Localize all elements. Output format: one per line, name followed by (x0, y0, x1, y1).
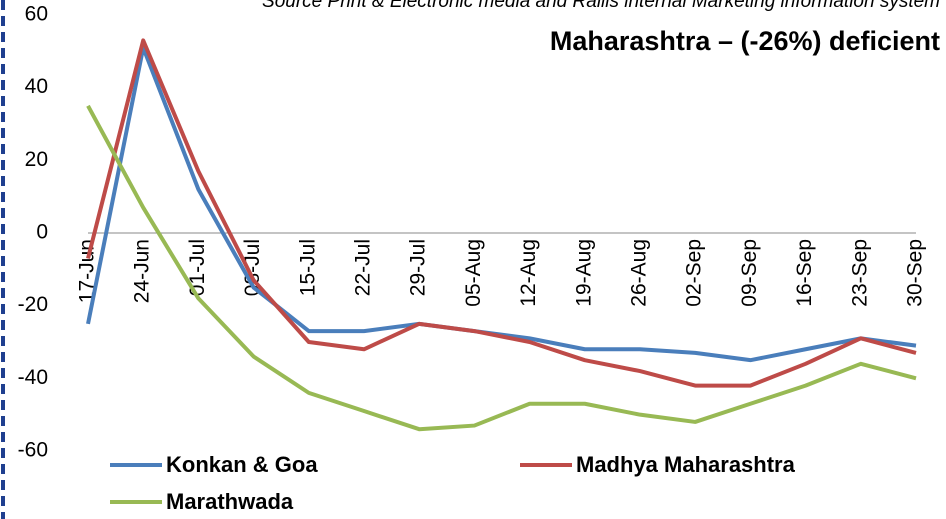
chart-title: Maharashtra – (-26%) deficient (550, 26, 940, 56)
x-tick-label: 26-Aug (628, 239, 651, 307)
series-line (86, 38, 917, 388)
x-tick-label: 09-Sep (738, 239, 761, 307)
legend-label: Marathwada (166, 489, 294, 514)
legend-label: Madhya Maharashtra (576, 452, 796, 477)
y-tick-label: -40 (18, 366, 48, 389)
x-tick-label: 16-Sep (793, 239, 816, 307)
y-tick-label: -20 (18, 293, 48, 316)
y-tick-label: 40 (25, 75, 48, 98)
y-tick-label: 0 (36, 221, 48, 244)
source: Source Print & Electronic media and Rall… (262, 0, 940, 12)
x-tick-label: 08-Jul (241, 239, 264, 296)
x-tick-label: 29-Jul (407, 239, 430, 296)
y-tick-label: 60 (25, 3, 48, 26)
x-tick-label: 22-Jul (352, 239, 375, 296)
x-tick-label: 30-Sep (904, 239, 927, 307)
y-tick-label: 20 (25, 148, 48, 171)
x-tick-label: 02-Sep (683, 239, 706, 307)
x-tick-label: 17-Jun (76, 239, 99, 303)
series-line (86, 104, 917, 432)
legend-label: Konkan & Goa (166, 452, 318, 477)
y-tick-label: -60 (18, 439, 48, 462)
x-tick-label: 01-Jul (186, 239, 209, 296)
x-tick-label: 12-Aug (517, 239, 540, 307)
x-tick-label: 05-Aug (462, 239, 485, 307)
x-tick-label: 23-Sep (848, 239, 871, 307)
x-tick-label: 19-Aug (572, 239, 595, 307)
x-tick-label: 24-Jun (131, 239, 154, 303)
x-tick-label: 15-Jul (296, 239, 319, 296)
